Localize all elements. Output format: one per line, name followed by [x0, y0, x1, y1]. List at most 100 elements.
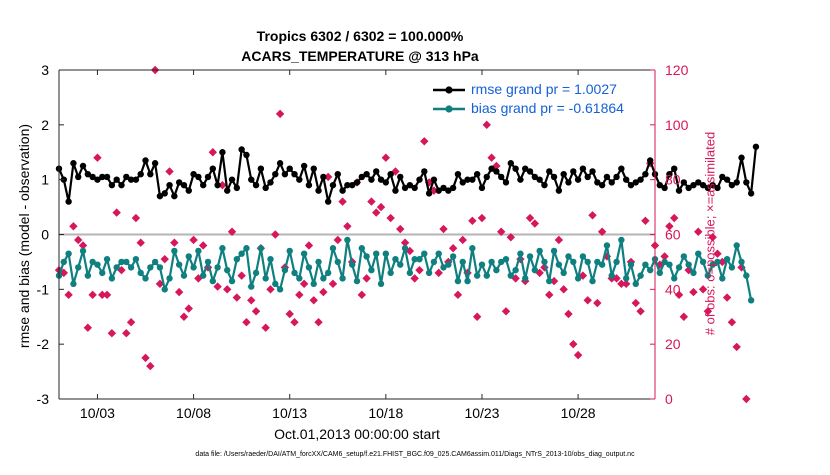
bias-point	[598, 261, 606, 268]
rmse-point	[618, 165, 625, 172]
nobs-point	[372, 208, 381, 217]
rmse-point	[661, 184, 668, 192]
nobs-point	[703, 307, 713, 316]
bias-point	[430, 258, 438, 266]
rmse-point	[680, 179, 688, 186]
bias-point	[661, 258, 668, 266]
rmse-point	[512, 165, 519, 172]
rmse-point	[276, 160, 284, 167]
rmse-point	[622, 176, 630, 183]
rmse-point	[358, 173, 366, 181]
y-right-tick-label: 60	[665, 227, 681, 243]
rmse-point	[228, 176, 236, 183]
rmse-point	[570, 168, 577, 175]
nobs-point	[641, 216, 650, 225]
nobs-point	[665, 222, 674, 231]
bias-point	[79, 247, 87, 255]
nobs-point	[468, 216, 477, 225]
nobs-point	[400, 238, 410, 247]
nobs-point	[742, 394, 751, 404]
nobs-point	[237, 271, 246, 280]
y-left-tick-label: 2	[41, 117, 49, 133]
nobs-point	[146, 361, 155, 371]
nobs-point	[472, 312, 482, 321]
bias-point	[411, 255, 418, 263]
y-axis-left-label: rmse and bias (model - observation)	[16, 123, 32, 349]
bias-point	[449, 253, 457, 260]
bias-point	[507, 272, 515, 279]
rmse-point	[608, 179, 615, 186]
bias-point	[608, 272, 615, 279]
bias-point	[75, 264, 82, 271]
rmse-point	[738, 154, 745, 161]
bias-point	[401, 245, 409, 252]
rmse-point	[449, 184, 457, 192]
rmse-point	[305, 181, 313, 189]
bias-point	[373, 250, 380, 257]
bias-point	[204, 258, 212, 266]
nobs-point	[713, 249, 722, 258]
nobs-point	[429, 186, 439, 195]
data-file-footer: data file: /Users/raeder/DAI/ATM_forcXX/…	[195, 451, 635, 458]
bias-point	[286, 247, 293, 255]
nobs-point	[708, 233, 717, 242]
bias-point	[719, 275, 726, 282]
rmse-point	[320, 173, 327, 181]
rmse-point	[497, 173, 505, 181]
nobs-point	[689, 287, 698, 297]
bias-point	[497, 258, 505, 266]
nobs-point	[367, 197, 376, 206]
nobs-point	[275, 109, 285, 119]
bias-point	[512, 266, 519, 274]
x-tick-label: 10/23	[464, 405, 499, 421]
rmse-point	[743, 179, 750, 186]
nobs-point	[165, 167, 174, 176]
bias-point	[166, 275, 173, 282]
rmse-point	[440, 184, 447, 192]
bias-point	[440, 264, 447, 271]
rmse-point	[502, 179, 510, 186]
rmse-point	[550, 173, 558, 181]
bias-point	[685, 261, 692, 268]
bias-point	[546, 277, 553, 285]
nobs-point	[179, 312, 189, 321]
bias-point	[344, 236, 351, 244]
rmse-point	[747, 190, 755, 197]
bias-point	[642, 261, 649, 268]
bias-point	[469, 245, 476, 252]
bias-point	[522, 275, 529, 282]
rmse-point	[613, 173, 620, 181]
legend-item-rmse: rmse grand pr = 1.0027	[431, 81, 643, 99]
nobs-point	[107, 329, 117, 338]
bias-point	[627, 261, 635, 268]
rmse-point	[752, 143, 760, 150]
y-left-tick-label: 1	[41, 172, 49, 188]
bias-point	[483, 272, 490, 279]
nobs-point	[530, 219, 540, 228]
nobs-point	[184, 304, 193, 313]
nobs-point	[732, 342, 741, 352]
nobs-point	[679, 312, 689, 321]
y-right-tick-label: 80	[665, 172, 681, 188]
rmse-point	[719, 173, 726, 181]
rmse-point	[377, 176, 385, 183]
bias-point	[267, 255, 274, 263]
rmse-point	[541, 181, 548, 189]
rmse-point	[574, 176, 582, 183]
bias-point	[541, 258, 548, 266]
nobs-point	[112, 208, 121, 217]
bias-point	[156, 264, 164, 271]
nobs-point	[722, 293, 732, 302]
nobs-point	[458, 235, 467, 245]
rmse-point	[185, 187, 192, 194]
nobs-point	[285, 309, 294, 319]
rmse-point	[70, 160, 77, 167]
bias-point	[603, 242, 611, 249]
rmse-point	[161, 190, 168, 197]
nobs-point	[338, 197, 347, 206]
rmse-point	[546, 168, 553, 175]
bias-point	[60, 258, 68, 266]
bias-point	[695, 250, 702, 257]
bias-point	[421, 250, 428, 257]
rmse-point	[113, 176, 120, 183]
